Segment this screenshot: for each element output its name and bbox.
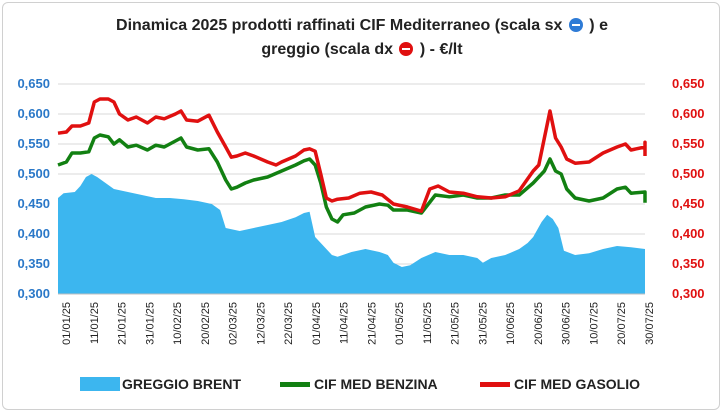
y-left-tick-label: 0,300 (17, 286, 50, 301)
y-axis-left: 0,300 0,350 0,400 0,450 0,500 0,550 0,600 0,650 (17, 76, 50, 301)
series-brent-area (58, 174, 645, 294)
x-tick-label: 01/04/25 (311, 302, 323, 345)
title-line-1: Dinamica 2025 prodotti raffinati CIF Med… (116, 17, 608, 34)
x-tick-label: 11/05/25 (422, 302, 434, 344)
legend-swatch-brent (80, 377, 120, 391)
legend: GREGGIO BRENT CIF MED BENZINA CIF MED GA… (0, 376, 724, 396)
legend-item-brent: GREGGIO BRENT (80, 376, 241, 392)
legend-item-gasolio: CIF MED GASOLIO (480, 376, 640, 392)
x-tick-label: 20/02/25 (200, 302, 212, 345)
x-tick-label: 11/04/25 (339, 302, 351, 344)
series-gasolio-line (57, 97, 647, 213)
legend-swatch-benzina (280, 381, 310, 387)
x-tick-label: 10/07/25 (588, 302, 600, 345)
y-right-tick-label: 0,400 (672, 226, 705, 241)
x-tick-label: 30/06/25 (561, 302, 573, 345)
y-left-tick-label: 0,600 (17, 106, 50, 121)
x-tick-label: 22/03/25 (283, 302, 295, 345)
x-tick-label: 12/03/25 (255, 302, 267, 345)
y-left-tick-label: 0,550 (17, 136, 50, 151)
legend-label-gasolio: CIF MED GASOLIO (514, 376, 640, 392)
right-arrow-red-icon (399, 42, 414, 56)
x-tick-label: 21/05/25 (450, 302, 462, 345)
y-left-tick-label: 0,500 (17, 166, 50, 181)
y-right-tick-label: 0,650 (672, 76, 705, 91)
x-tick-label: 31/01/25 (144, 302, 156, 345)
legend-swatch-gasolio (480, 381, 510, 387)
x-tick-label: 02/03/25 (228, 302, 240, 345)
y-left-tick-label: 0,450 (17, 196, 50, 211)
x-tick-label: 10/02/25 (172, 302, 184, 345)
x-tick-label: 10/06/25 (505, 302, 517, 345)
y-left-tick-label: 0,400 (17, 226, 50, 241)
y-right-tick-label: 0,550 (672, 136, 705, 151)
x-tick-label: 31/05/25 (477, 302, 489, 345)
y-left-tick-label: 0,350 (17, 256, 50, 271)
y-right-tick-label: 0,600 (672, 106, 705, 121)
y-right-tick-label: 0,500 (672, 166, 705, 181)
brent-area-layer (58, 174, 645, 294)
x-tick-label: 21/01/25 (117, 302, 129, 345)
x-tick-label: 30/07/25 (644, 302, 656, 345)
x-axis: 01/01/25 11/01/25 21/01/25 31/01/25 10/02/25… (58, 293, 656, 345)
x-tick-label: 20/07/25 (616, 302, 628, 345)
x-tick-label: 11/01/25 (89, 302, 101, 344)
y-right-tick-label: 0,350 (672, 256, 705, 271)
x-tick-label: 21/04/25 (366, 302, 378, 345)
y-right-tick-label: 0,300 (672, 286, 705, 301)
x-tick-label: 01/01/25 (61, 302, 73, 345)
x-tick-label: 20/06/25 (533, 302, 545, 345)
y-axis-right: 0,300 0,350 0,400 0,450 0,500 0,550 0,600 0,650 (672, 76, 705, 301)
legend-label-brent: GREGGIO BRENT (122, 376, 242, 392)
legend-label-benzina: CIF MED BENZINA (314, 376, 438, 392)
y-right-tick-label: 0,450 (672, 196, 705, 211)
y-left-tick-label: 0,650 (17, 76, 50, 91)
title-line-2: greggio (scala dx ) - €/lt (261, 41, 463, 58)
lines-layer (57, 97, 647, 224)
chart-title: Dinamica 2025 prodotti raffinati CIF Med… (0, 14, 724, 62)
left-arrow-blue-icon (568, 18, 583, 32)
legend-item-benzina: CIF MED BENZINA (280, 376, 438, 392)
series-benzina-line (57, 133, 647, 224)
x-tick-label: 01/05/25 (394, 302, 406, 345)
